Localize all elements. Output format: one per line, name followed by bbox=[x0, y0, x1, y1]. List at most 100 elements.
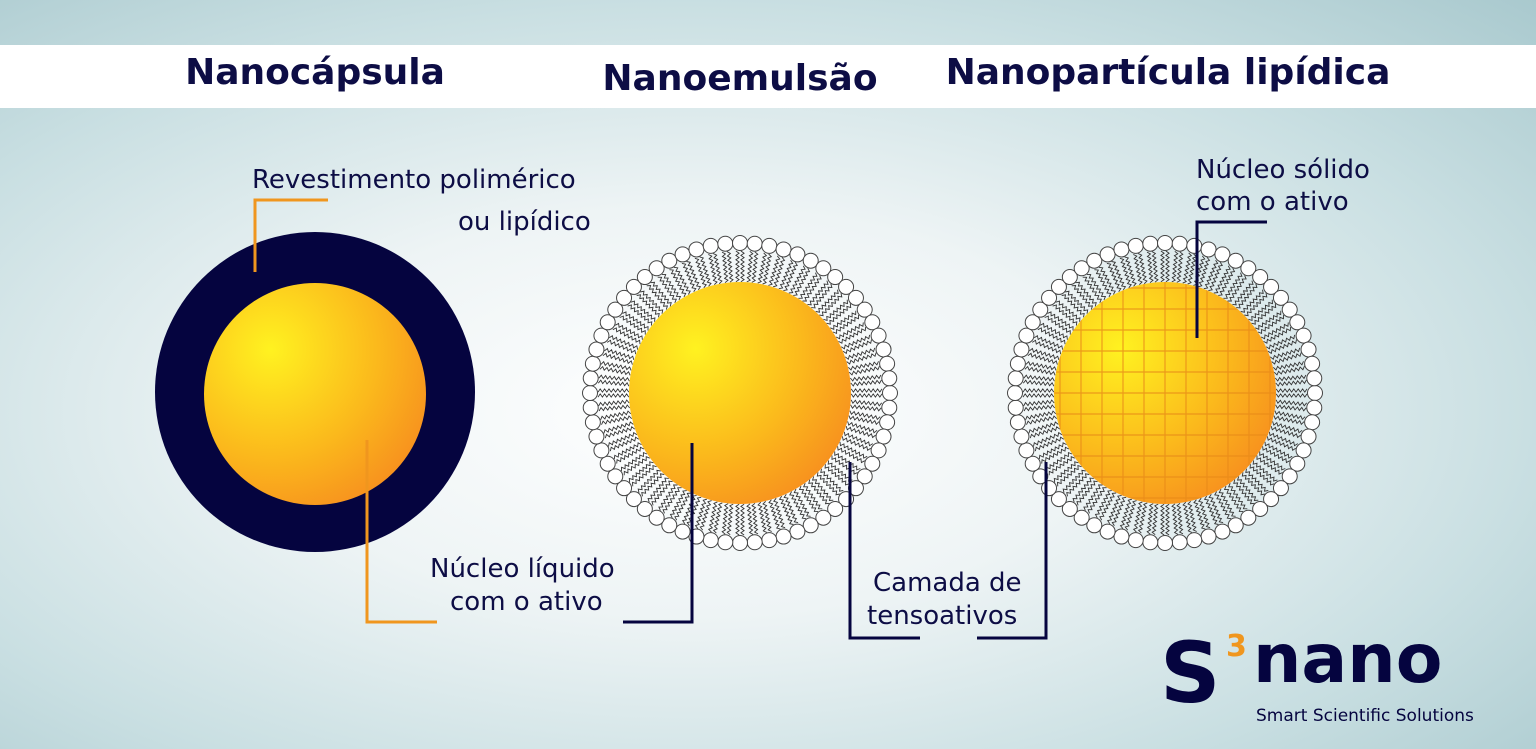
lipid-head bbox=[856, 468, 873, 485]
lipid-tail bbox=[600, 410, 632, 420]
lipid-head bbox=[1007, 399, 1024, 416]
lipid-tail bbox=[802, 275, 822, 302]
lipid-head bbox=[661, 252, 678, 269]
lipid-tail bbox=[726, 503, 734, 536]
solid-core-lattice bbox=[1054, 282, 1276, 504]
lipid-tail bbox=[819, 293, 843, 317]
lipid-tail bbox=[849, 374, 882, 382]
lipid-head bbox=[1272, 480, 1289, 497]
lipid-tail bbox=[694, 498, 708, 529]
lipid-tail bbox=[604, 426, 636, 439]
lipid-tail bbox=[757, 501, 767, 533]
lipid-head bbox=[1306, 370, 1323, 387]
lipid-head bbox=[625, 491, 642, 508]
lipid-tail bbox=[1071, 285, 1094, 310]
lipid-tail bbox=[1076, 480, 1098, 506]
lipid-tail bbox=[1061, 294, 1085, 318]
lipid-head bbox=[1281, 301, 1298, 318]
lipid-head bbox=[717, 534, 734, 551]
lipid-head bbox=[1214, 523, 1231, 540]
lipid-head bbox=[1050, 491, 1067, 508]
lipid-head bbox=[1018, 327, 1035, 344]
lipid-tail bbox=[1028, 421, 1059, 434]
lipid-tail bbox=[1022, 379, 1055, 387]
lipid-tail bbox=[598, 374, 630, 382]
lipid-tail bbox=[1265, 334, 1296, 350]
lipid-tail bbox=[726, 251, 734, 283]
lipid-tail bbox=[1082, 276, 1102, 303]
lipid-tail bbox=[1176, 251, 1184, 283]
title-band bbox=[0, 45, 1536, 108]
lipid-head bbox=[636, 500, 653, 517]
lipid-tail bbox=[1228, 483, 1248, 510]
lipid-head bbox=[856, 301, 873, 318]
lipid-tail bbox=[1275, 404, 1307, 412]
lipid-head bbox=[1186, 237, 1203, 254]
lipid-tail bbox=[823, 299, 848, 322]
lipid-tail bbox=[1274, 374, 1307, 382]
lipid-head bbox=[1252, 500, 1269, 517]
lipid-head bbox=[1142, 235, 1159, 252]
lipid-head bbox=[1263, 491, 1280, 508]
lipid-tail bbox=[831, 455, 858, 475]
lipid-head bbox=[1099, 246, 1116, 263]
lipid-tail bbox=[1106, 494, 1122, 525]
lipid-head bbox=[599, 455, 616, 472]
lipid-head bbox=[875, 428, 892, 445]
lipid-tail bbox=[827, 460, 853, 482]
lipid-tail bbox=[845, 425, 876, 439]
lipid-tail bbox=[1273, 366, 1305, 376]
lipid-head bbox=[1113, 528, 1130, 545]
lipid-tail bbox=[1270, 425, 1301, 439]
lipid-tail bbox=[603, 421, 634, 434]
lipid-tail bbox=[1275, 393, 1308, 398]
lipid-head bbox=[802, 252, 819, 269]
lipid-head bbox=[847, 480, 864, 497]
lipid-tail bbox=[597, 379, 630, 387]
lipid-head bbox=[717, 235, 734, 252]
lipid-tail bbox=[1044, 315, 1071, 335]
lipid-head bbox=[1086, 517, 1103, 534]
lipid-head bbox=[593, 442, 610, 459]
lipid-head bbox=[1024, 314, 1041, 331]
lipid-head bbox=[870, 327, 887, 344]
lipid-head bbox=[1289, 455, 1306, 472]
lipid-tail bbox=[751, 251, 759, 283]
lipid-tail bbox=[694, 257, 707, 289]
lipid-tail bbox=[1083, 484, 1103, 511]
lipid-head bbox=[879, 414, 896, 431]
lipid-head bbox=[588, 341, 605, 358]
lipid-tail bbox=[850, 393, 883, 398]
lipid-head bbox=[1171, 534, 1188, 551]
leader-surfactant-2 bbox=[977, 462, 1048, 640]
nanoemulsion-surfactant-layer bbox=[582, 235, 898, 551]
lipid-head bbox=[838, 278, 855, 295]
lipid-tail bbox=[1236, 283, 1258, 309]
lipid-tail bbox=[1271, 352, 1302, 365]
lipid-tail bbox=[746, 503, 754, 535]
lipid-tail bbox=[1244, 293, 1268, 317]
lipid-head bbox=[746, 534, 763, 551]
lipid-tail bbox=[681, 262, 697, 293]
lipid-tail bbox=[598, 404, 631, 412]
lipid-head bbox=[1200, 241, 1217, 258]
lipid-head bbox=[625, 278, 642, 295]
lipid-tail bbox=[1023, 399, 1055, 407]
lipid-tail bbox=[793, 267, 811, 296]
lipid-head bbox=[1306, 399, 1323, 416]
lipid-head bbox=[732, 535, 748, 551]
lipid-tail bbox=[1171, 503, 1179, 535]
lipid-tail bbox=[1138, 253, 1148, 285]
lipid-head bbox=[1041, 289, 1058, 306]
lipid-tail bbox=[1024, 365, 1056, 376]
lipid-tail bbox=[708, 254, 718, 286]
lipid-tail bbox=[1151, 503, 1159, 536]
lipid-head bbox=[1295, 327, 1312, 344]
lipid-head bbox=[1086, 252, 1103, 269]
lipid-tail bbox=[740, 250, 745, 283]
lipid-tail bbox=[636, 294, 660, 318]
lipid-tail bbox=[816, 472, 840, 496]
lipid-head bbox=[616, 480, 633, 497]
lipid-tail bbox=[1218, 267, 1236, 296]
lipid-head bbox=[775, 528, 792, 545]
